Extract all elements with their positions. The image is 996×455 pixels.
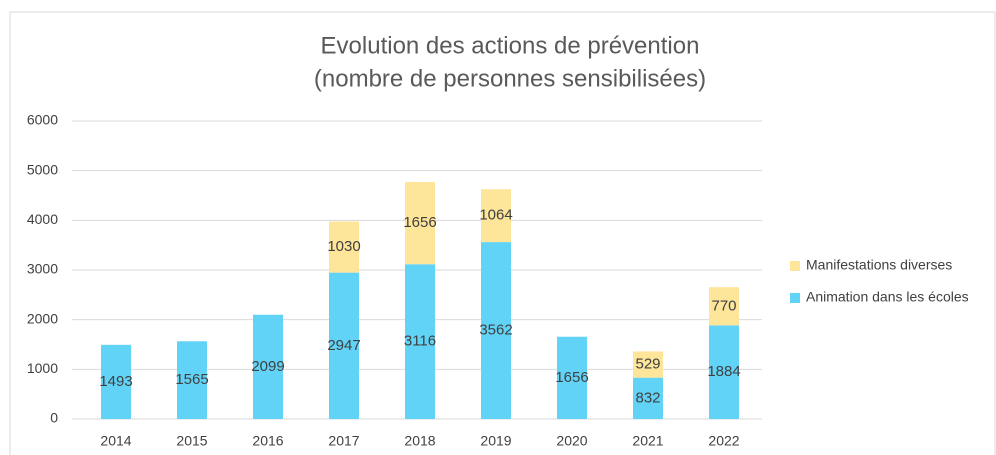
x-tick-label: 2016 — [252, 433, 283, 449]
bar-segment — [253, 314, 283, 419]
data-label: 1064 — [479, 207, 512, 224]
y-tick-label: 4000 — [27, 211, 58, 227]
x-tick-label: 2017 — [328, 433, 359, 449]
data-label: 3116 — [404, 333, 436, 350]
y-tick-label: 1000 — [27, 360, 58, 376]
data-label: 1656 — [403, 214, 436, 231]
data-label: 1493 — [99, 373, 132, 390]
data-label: 1565 — [175, 371, 208, 388]
data-label: 2099 — [251, 358, 284, 375]
bar-segment — [709, 287, 739, 326]
data-label: 2947 — [327, 337, 360, 354]
chart-subtitle: (nombre de personnes sensibilisées) — [314, 65, 706, 92]
data-label: 3562 — [479, 322, 512, 339]
x-tick-label: 2018 — [404, 433, 435, 449]
legend-label: Manifestations diverses — [806, 257, 952, 273]
data-label: 529 — [635, 356, 660, 373]
y-tick-label: 3000 — [27, 261, 58, 277]
y-tick-label: 0 — [50, 410, 58, 426]
data-label: 1656 — [555, 369, 588, 386]
data-label: 1884 — [707, 363, 740, 380]
y-tick-label: 2000 — [27, 310, 58, 326]
bar-segment — [405, 264, 435, 419]
legend-label: Animation dans les écoles — [806, 289, 969, 305]
bar-segment — [633, 377, 663, 419]
bar-segment — [633, 351, 663, 378]
bar-segment — [177, 341, 207, 419]
bar-segment — [329, 221, 359, 273]
y-tick-label: 6000 — [27, 112, 58, 128]
x-tick-label: 2020 — [556, 433, 587, 449]
chart-title: Evolution des actions de prévention — [321, 32, 700, 59]
bar-segment — [405, 181, 435, 265]
bar-segment — [557, 336, 587, 419]
bar-segment — [481, 189, 511, 243]
x-tick-label: 2019 — [480, 433, 511, 449]
x-tick-label: 2021 — [632, 433, 663, 449]
data-label: 832 — [635, 389, 660, 406]
legend-swatch — [790, 261, 800, 271]
data-label: 770 — [711, 297, 736, 314]
bar-segment — [329, 272, 359, 419]
bar-segment — [481, 242, 511, 419]
x-tick-label: 2015 — [176, 433, 207, 449]
bar-segment — [709, 325, 739, 419]
legend-swatch — [790, 293, 800, 303]
data-label: 1030 — [327, 238, 360, 255]
y-tick-label: 5000 — [27, 161, 58, 177]
bar-segment — [101, 344, 131, 419]
x-tick-label: 2022 — [708, 433, 739, 449]
x-tick-label: 2014 — [100, 433, 131, 449]
